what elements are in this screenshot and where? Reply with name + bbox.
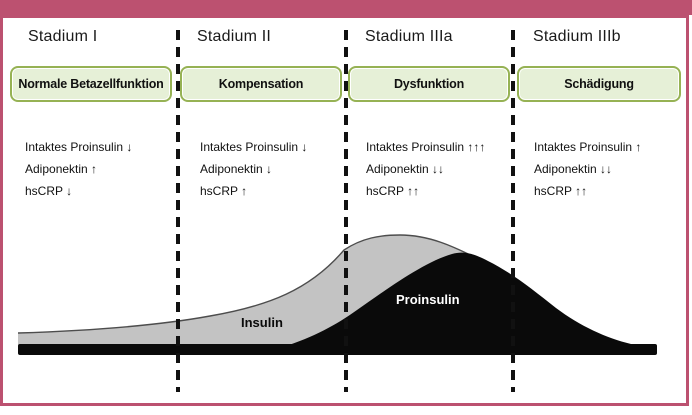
stage-3-markers: Intaktes Proinsulin ↑↑↑ Adiponektin ↓↓ h…	[366, 136, 485, 202]
marker-line: Adiponektin ↓	[200, 162, 273, 176]
stage-3-box: Dysfunktion	[348, 66, 510, 102]
marker-line: hsCRP ↑	[200, 184, 248, 198]
marker-line: Intaktes Proinsulin ↓	[200, 140, 308, 154]
stage-4-markers: Intaktes Proinsulin ↑ Adiponektin ↓↓ hsC…	[534, 136, 641, 202]
stage-2-box-label: Kompensation	[218, 77, 304, 91]
stage-3-box-label: Dysfunktion	[393, 77, 465, 91]
stage-2-markers: Intaktes Proinsulin ↓ Adiponektin ↓ hsCR…	[200, 136, 307, 202]
stage-divider-2	[344, 30, 348, 392]
stage-4-box-label: Schädigung	[564, 77, 634, 91]
stadium-4-title: Stadium IIIb	[533, 28, 621, 45]
stadium-3-title: Stadium IIIa	[365, 28, 453, 45]
top-accent-band	[0, 0, 692, 15]
stage-1-box-label: Normale Betazellfunktion	[18, 77, 164, 91]
stage-1-box: Normale Betazellfunktion	[10, 66, 172, 102]
marker-line: hsCRP ↓	[25, 184, 73, 198]
marker-line: Intaktes Proinsulin ↑	[534, 140, 642, 154]
stage-4-box: Schädigung	[517, 66, 681, 102]
marker-line: Intaktes Proinsulin ↓	[25, 140, 133, 154]
marker-line: Adiponektin ↓↓	[366, 162, 445, 176]
stage-2-box: Kompensation	[180, 66, 342, 102]
insulin-curve-label: Insulin	[241, 315, 283, 330]
stage-divider-3	[511, 30, 515, 392]
marker-line: Adiponektin ↓↓	[534, 162, 613, 176]
stage-divider-1	[176, 30, 180, 392]
proinsulin-curve-area	[283, 252, 657, 352]
baseline-band	[18, 344, 657, 355]
marker-line: hsCRP ↑↑	[534, 184, 588, 198]
marker-line: Intaktes Proinsulin ↑↑↑	[366, 140, 486, 154]
marker-line: Adiponektin ↑	[25, 162, 98, 176]
stadium-1-title: Stadium I	[28, 28, 98, 45]
proinsulin-curve-label: Proinsulin	[396, 292, 460, 307]
marker-line: hsCRP ↑↑	[366, 184, 420, 198]
stage-1-markers: Intaktes Proinsulin ↓ Adiponektin ↑ hsCR…	[25, 136, 132, 202]
stadium-2-title: Stadium II	[197, 28, 272, 45]
